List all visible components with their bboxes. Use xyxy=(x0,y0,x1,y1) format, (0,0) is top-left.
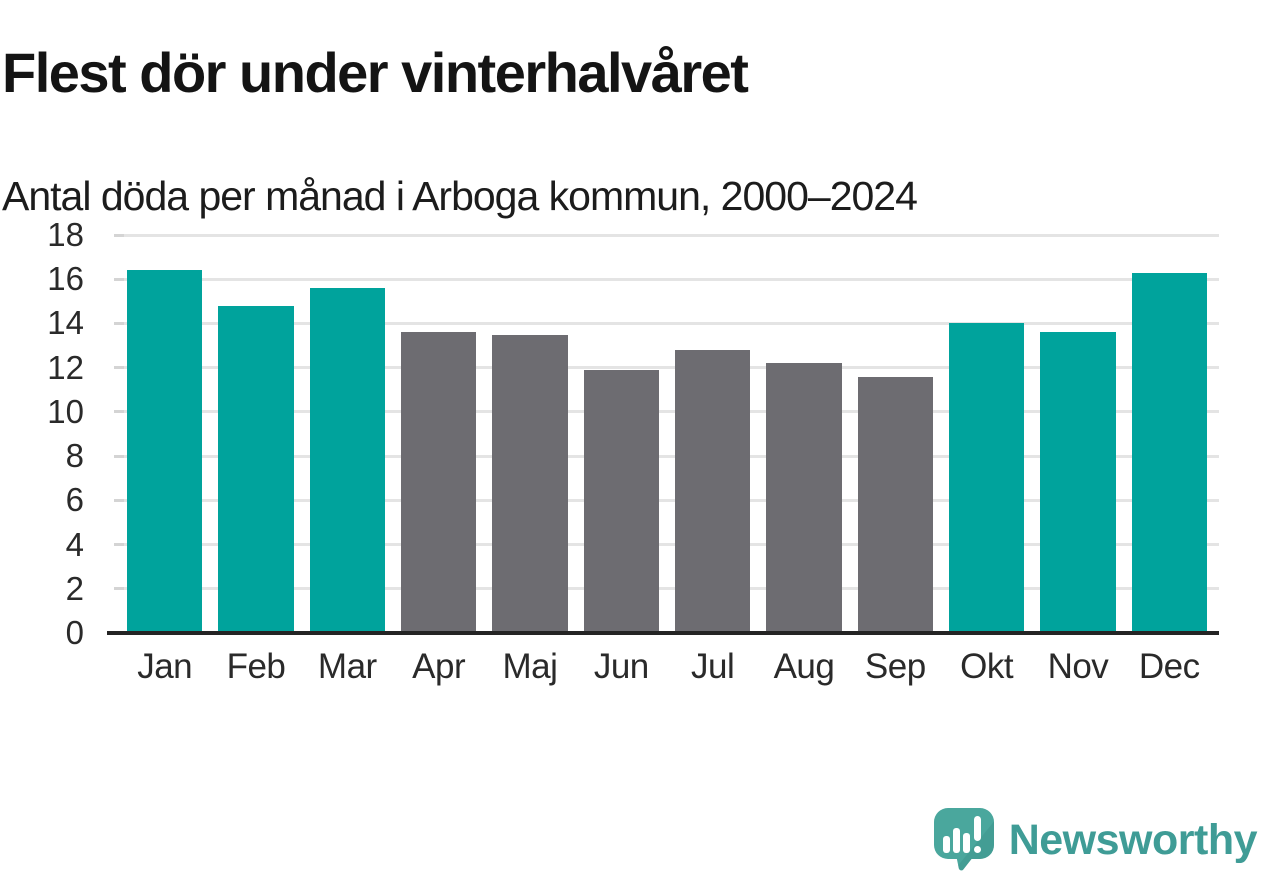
x-axis-labels: Jan Feb Mar Apr Maj Jun Jul Aug Sep Okt Nov Dec xyxy=(123,647,1219,693)
gridline-16 xyxy=(123,277,1219,281)
y-tick-label-0: 0 xyxy=(65,614,84,651)
gridline-18 xyxy=(123,233,1219,237)
gridline-2 xyxy=(123,587,1219,591)
y-tick-10 xyxy=(114,410,124,414)
y-tick-label-10: 10 xyxy=(47,392,84,430)
x-label-maj: Maj xyxy=(502,647,558,686)
y-tick-label-4: 4 xyxy=(65,525,84,563)
x-axis-line xyxy=(107,631,1219,635)
x-label-dec: Dec xyxy=(1138,647,1200,686)
x-label-feb: Feb xyxy=(226,647,286,686)
bar-chart: 0 2 4 6 8 10 12 14 16 18 xyxy=(0,217,1262,651)
bars-row xyxy=(123,235,1219,633)
x-label-sep: Sep xyxy=(864,647,926,686)
brand-footer: Newsworthy xyxy=(932,806,1258,874)
x-label-nov: Nov xyxy=(1047,647,1109,686)
y-tick-label-16: 16 xyxy=(47,260,84,298)
chart-subtitle: Antal döda per månad i Arboga kommun, 20… xyxy=(2,173,918,219)
y-tick-16 xyxy=(114,277,124,281)
bar-jan xyxy=(127,270,203,633)
y-tick-12 xyxy=(114,366,124,370)
page-title: Flest dör under vinterhalvåret xyxy=(2,40,749,104)
gridline-4 xyxy=(123,543,1219,547)
y-tick-2 xyxy=(114,587,124,591)
y-tick-label-14: 14 xyxy=(47,304,84,342)
x-label-jul: Jul xyxy=(691,647,735,686)
bar-okt xyxy=(948,323,1025,633)
y-tick-4 xyxy=(114,543,124,547)
bar-mar xyxy=(309,288,385,633)
y-tick-14 xyxy=(114,321,124,325)
gridline-6 xyxy=(123,498,1219,502)
y-tick-8 xyxy=(114,454,124,458)
bar-feb xyxy=(218,305,294,633)
bar-apr xyxy=(400,332,477,633)
x-label-apr: Apr xyxy=(412,647,466,686)
y-tick-label-18: 18 xyxy=(47,216,84,253)
gridline-8 xyxy=(123,454,1219,458)
brand-wordmark: Newsworthy xyxy=(1008,815,1258,864)
x-label-jan: Jan xyxy=(137,647,193,686)
plot-area xyxy=(107,233,1219,635)
y-tick-label-2: 2 xyxy=(65,569,84,607)
bar-jun xyxy=(583,369,659,633)
bar-nov xyxy=(1040,332,1116,633)
gridline-12 xyxy=(123,366,1219,370)
y-tick-18 xyxy=(114,233,124,237)
newsworthy-logo-icon xyxy=(933,808,994,871)
y-tick-label-8: 8 xyxy=(65,437,84,475)
y-tick-6 xyxy=(114,498,124,502)
y-tick-label-12: 12 xyxy=(47,348,84,386)
x-label-jun: Jun xyxy=(593,647,649,686)
x-label-aug: Aug xyxy=(773,647,835,686)
bar-aug xyxy=(766,363,842,633)
bar-maj xyxy=(492,334,568,633)
x-label-okt: Okt xyxy=(960,647,1014,686)
gridline-14 xyxy=(123,321,1219,325)
y-axis: 0 2 4 6 8 10 12 14 16 18 xyxy=(0,217,84,651)
bar-sep xyxy=(857,376,933,633)
y-tick-label-6: 6 xyxy=(65,481,84,519)
bar-jul xyxy=(674,349,751,633)
gridline-10 xyxy=(123,410,1219,414)
x-label-mar: Mar xyxy=(317,647,377,686)
bar-dec xyxy=(1131,272,1207,633)
